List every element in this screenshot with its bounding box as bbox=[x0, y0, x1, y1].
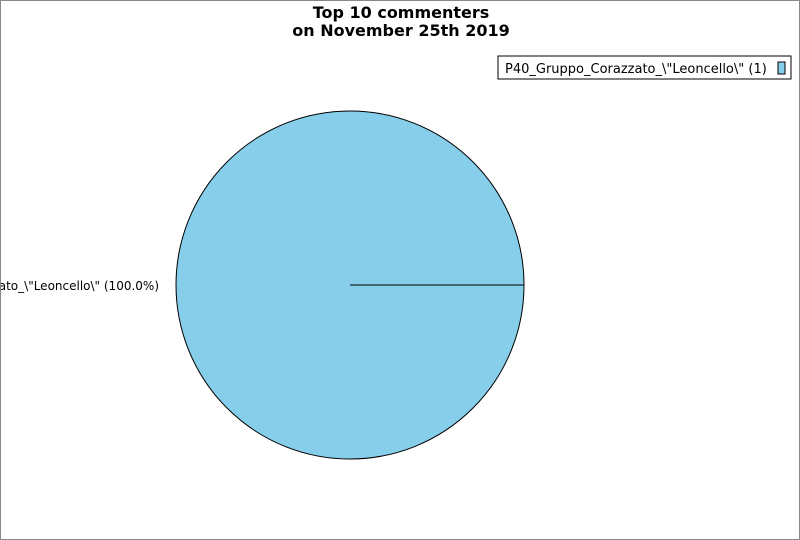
chart-subtitle: on November 25th 2019 bbox=[292, 21, 509, 40]
legend-box bbox=[497, 55, 792, 80]
legend-label: P40_Gruppo_Corazzato_\"Leoncello\" (1) bbox=[505, 62, 767, 77]
legend: P40_Gruppo_Corazzato_\"Leoncello\" (1) bbox=[497, 55, 792, 80]
legend-swatch bbox=[777, 61, 786, 75]
chart-title: Top 10 commenters bbox=[313, 3, 490, 22]
slice-label: P40_Gruppo_Corazzato_\"Leoncello\" (100.… bbox=[1, 279, 159, 293]
